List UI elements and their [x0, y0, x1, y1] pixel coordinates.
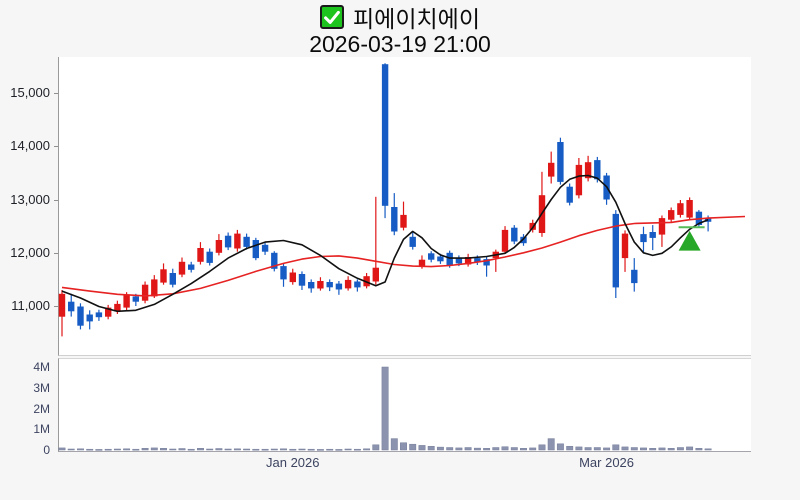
x-axis-label: Jan 2026 [266, 455, 320, 470]
x-axis-label: Mar 2026 [579, 455, 635, 470]
stock-name: 피에이치에이 [353, 5, 480, 32]
volume-axis-label: 4M [33, 360, 50, 374]
chart-title-row: 피에이치에이 [0, 3, 800, 32]
volume-axis-label: 3M [33, 380, 50, 395]
price-axis-label: 13,000 [10, 191, 50, 207]
price-axis-label: 15,000 [10, 85, 50, 100]
price-axis-label: 12,000 [10, 244, 50, 260]
volume-chart-pane [58, 358, 751, 452]
volume-axis-label: 0 [43, 443, 50, 457]
chart-datetime: 2026-03-19 21:00 [309, 31, 491, 57]
checkmark-icon [324, 10, 340, 24]
price-chart-pane [58, 57, 751, 356]
checked-checkbox[interactable] [320, 4, 345, 29]
price-axis-label: 11,000 [11, 298, 50, 313]
volume-axis-label: 1M [33, 422, 50, 437]
volume-axis-label: 2M [33, 401, 50, 416]
price-axis-label: 14,000 [10, 138, 50, 154]
